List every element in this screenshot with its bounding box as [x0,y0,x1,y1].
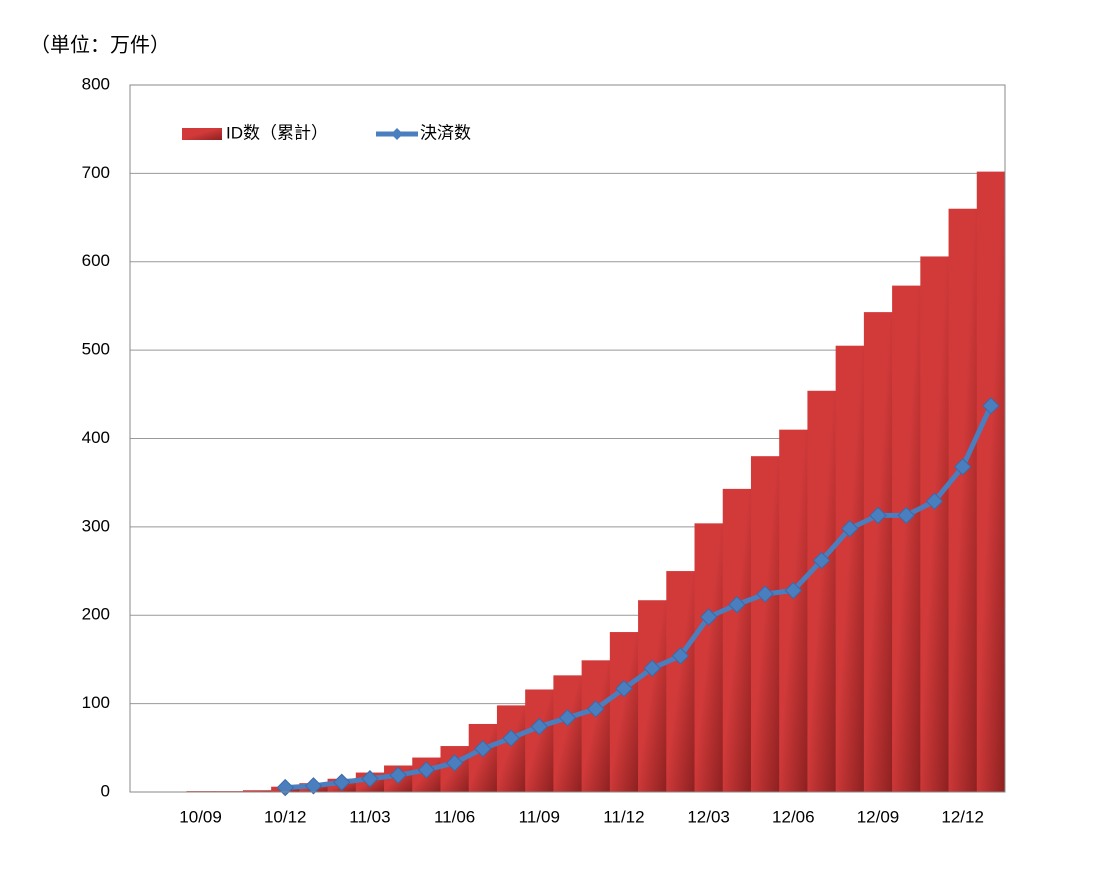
bar [581,660,611,792]
bar [666,571,696,792]
y-tick-label: 400 [82,428,110,447]
marker [530,717,548,736]
x-tick-label: 10/12 [264,807,307,826]
legend-swatch [182,128,222,140]
bar [807,390,837,792]
marker [332,773,351,791]
y-tick-label: 200 [82,605,110,624]
y-tick-label: 800 [82,74,110,93]
bar [863,312,893,792]
bar [892,285,921,792]
marker [953,458,972,476]
marker [897,506,915,525]
marker [671,647,690,665]
x-tick-label: 12/06 [772,807,815,826]
marker [728,595,746,614]
marker [502,729,520,747]
bar [525,689,554,792]
marker [361,770,379,788]
bar [609,632,639,792]
marker [982,397,1000,415]
x-tick-label: 12/03 [687,807,730,826]
y-tick-label: 0 [101,781,110,800]
legend-marker [391,128,403,140]
x-tick-label: 12/09 [857,807,900,826]
y-tick-label: 300 [82,516,110,535]
legend-label: 決済数 [420,123,471,142]
y-tick-label: 100 [82,693,110,712]
bar [553,675,583,792]
bar [835,345,865,792]
marker [474,739,492,758]
marker [784,581,803,600]
unit-label: （単位：万件） [30,33,170,56]
bar [722,488,752,792]
bar [750,456,780,792]
bar [779,429,808,792]
bar [920,256,950,792]
y-tick-label: 700 [82,163,110,182]
labels: 0 100 200 300 400 500 600 700 800 10/09 10/12 11/03… [82,74,984,826]
x-tick-label: 11/06 [434,807,475,826]
marker [417,761,436,779]
marker [925,492,944,510]
bar [468,723,498,792]
marker [276,778,294,797]
x-tick-label: 11/12 [603,807,644,826]
marker [756,585,774,603]
marker [445,754,464,772]
legend-label: ID数（累計） [226,123,328,142]
x-tick-label: 12/12 [941,807,984,826]
marker [812,551,831,570]
bar [638,600,667,792]
plot-border [129,84,1006,793]
bar [694,523,724,792]
bar [496,705,526,792]
x-tick-label: 11/09 [519,807,560,826]
bar [976,171,1006,793]
marker [389,766,407,784]
bars [186,171,1006,793]
x-tick-label: 11/03 [349,807,390,826]
marker [558,709,577,727]
marker [643,659,661,677]
marker [699,608,718,626]
y-tick-label: 500 [82,340,110,359]
y-tick-label: 600 [82,251,110,270]
bar [948,208,978,793]
x-tick-label: 10/09 [179,807,222,826]
marker [841,519,859,538]
bar [242,790,272,792]
marker [304,777,323,795]
marker [615,679,633,698]
marker [587,700,605,718]
marker [869,506,887,525]
